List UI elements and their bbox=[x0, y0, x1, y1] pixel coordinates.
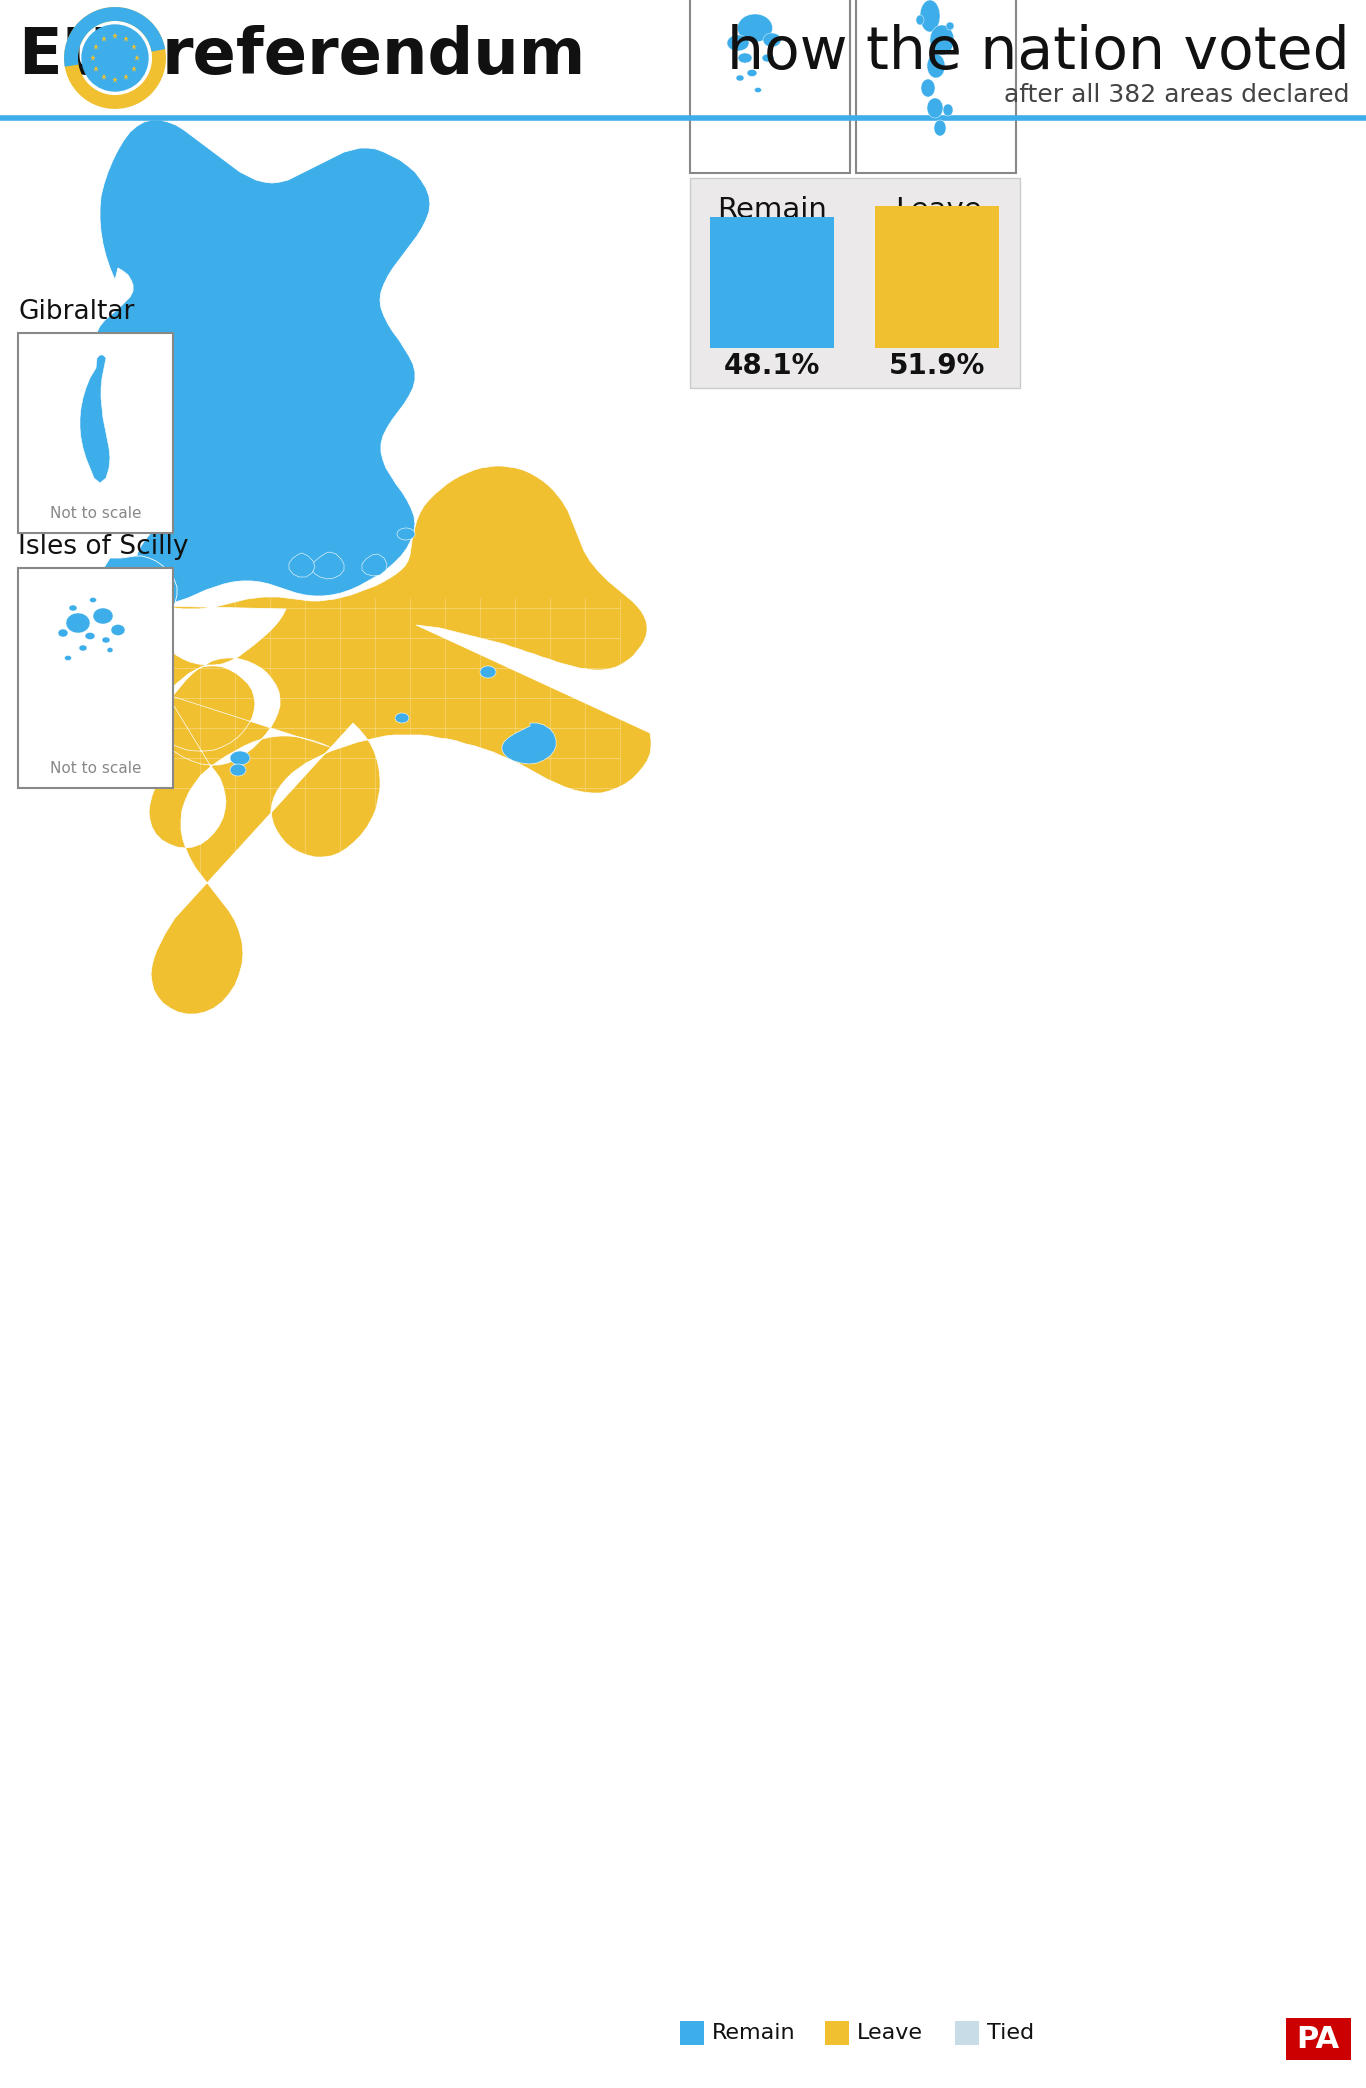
Polygon shape bbox=[362, 553, 387, 576]
Circle shape bbox=[82, 25, 148, 92]
Ellipse shape bbox=[943, 104, 953, 117]
Text: Remain: Remain bbox=[717, 196, 826, 223]
Ellipse shape bbox=[111, 624, 126, 635]
Ellipse shape bbox=[736, 75, 744, 81]
Text: Gibraltar: Gibraltar bbox=[18, 299, 134, 326]
Ellipse shape bbox=[747, 69, 757, 77]
Bar bbox=[690, 177, 1020, 388]
Polygon shape bbox=[96, 555, 178, 631]
Ellipse shape bbox=[930, 25, 953, 54]
Bar bbox=[1285, 2017, 1351, 2061]
Polygon shape bbox=[93, 119, 430, 606]
Text: how the nation voted: how the nation voted bbox=[727, 23, 1350, 81]
Ellipse shape bbox=[762, 54, 775, 63]
Polygon shape bbox=[311, 551, 344, 578]
Text: PA: PA bbox=[1296, 2025, 1340, 2053]
Ellipse shape bbox=[947, 23, 953, 29]
Bar bbox=[18, 332, 173, 532]
Text: Not to scale: Not to scale bbox=[49, 760, 141, 777]
Polygon shape bbox=[501, 722, 556, 764]
Polygon shape bbox=[290, 553, 316, 576]
Ellipse shape bbox=[928, 54, 945, 77]
Ellipse shape bbox=[738, 52, 753, 63]
Ellipse shape bbox=[64, 656, 71, 660]
Text: Leave: Leave bbox=[895, 196, 981, 223]
Ellipse shape bbox=[57, 628, 68, 637]
Bar bbox=[825, 2021, 850, 2044]
Ellipse shape bbox=[229, 764, 246, 777]
Text: Leave: Leave bbox=[856, 2023, 923, 2042]
Bar bbox=[690, 0, 850, 173]
Bar bbox=[18, 568, 173, 787]
Ellipse shape bbox=[85, 633, 96, 639]
Ellipse shape bbox=[934, 119, 947, 136]
Ellipse shape bbox=[919, 0, 940, 31]
Ellipse shape bbox=[928, 98, 943, 119]
Ellipse shape bbox=[90, 597, 97, 603]
Ellipse shape bbox=[727, 35, 749, 50]
Bar bbox=[710, 217, 835, 349]
Ellipse shape bbox=[921, 79, 934, 96]
Ellipse shape bbox=[107, 647, 113, 651]
Ellipse shape bbox=[479, 666, 496, 679]
Ellipse shape bbox=[93, 608, 113, 624]
Bar bbox=[856, 0, 1016, 173]
Polygon shape bbox=[148, 466, 652, 1015]
Ellipse shape bbox=[79, 645, 87, 651]
Ellipse shape bbox=[917, 15, 923, 25]
Text: referendum: referendum bbox=[163, 25, 586, 88]
Ellipse shape bbox=[229, 752, 250, 764]
Text: after all 382 areas declared: after all 382 areas declared bbox=[1004, 84, 1350, 106]
Ellipse shape bbox=[754, 88, 761, 92]
Bar bbox=[955, 2021, 979, 2044]
Ellipse shape bbox=[70, 606, 76, 612]
Text: Remain: Remain bbox=[712, 2023, 795, 2042]
Ellipse shape bbox=[764, 33, 781, 48]
Bar bbox=[876, 207, 999, 349]
Polygon shape bbox=[81, 355, 111, 482]
Ellipse shape bbox=[102, 637, 111, 643]
Text: EU: EU bbox=[18, 25, 113, 88]
Ellipse shape bbox=[395, 712, 408, 722]
Text: 48.1%: 48.1% bbox=[724, 353, 820, 380]
Text: Tied: Tied bbox=[988, 2023, 1034, 2042]
Text: Not to scale: Not to scale bbox=[49, 505, 141, 522]
Bar bbox=[680, 2021, 703, 2044]
Ellipse shape bbox=[738, 15, 773, 42]
Text: Isles of Scilly: Isles of Scilly bbox=[18, 535, 189, 560]
Ellipse shape bbox=[398, 528, 415, 541]
Ellipse shape bbox=[66, 614, 90, 633]
Text: 51.9%: 51.9% bbox=[889, 353, 985, 380]
